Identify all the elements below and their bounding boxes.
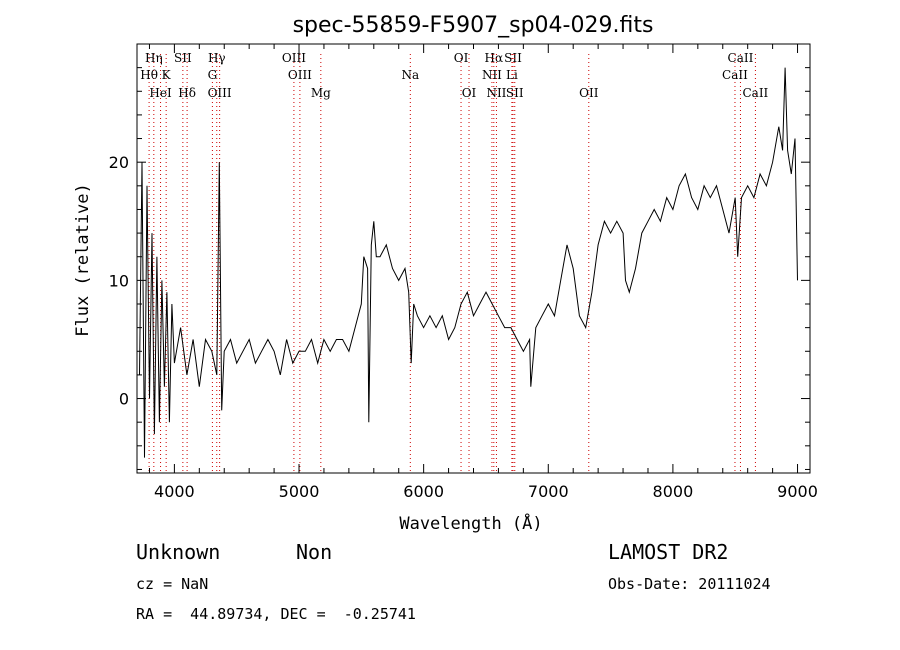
line-marker-label: SII <box>506 86 524 100</box>
line-marker-label: Hγ <box>208 51 226 65</box>
line-marker-label: G <box>208 68 218 82</box>
survey-name: LAMOST DR2 <box>608 540 729 564</box>
line-marker-label: CaII <box>728 51 754 65</box>
line-marker-label: OI <box>462 86 477 100</box>
redshift: cz = NaN <box>136 575 209 593</box>
chart-title: spec-55859-F5907_sp04-029.fits <box>293 13 654 38</box>
line-marker-label: Li <box>506 68 518 82</box>
line-marker-label: CaII <box>722 68 748 82</box>
line-marker-label: NII <box>482 68 502 82</box>
line-marker-label: Mg <box>311 86 331 100</box>
line-marker-label: Hθ <box>140 68 158 82</box>
plot-frame <box>136 43 811 474</box>
x-tick-label: 6000 <box>403 482 444 501</box>
line-marker-label: SII <box>174 51 192 65</box>
line-marker-label: CaII <box>742 86 768 100</box>
x-tick-label: 4000 <box>154 482 195 501</box>
line-marker-label: OIII <box>288 68 312 82</box>
line-marker-label: Na <box>401 68 419 82</box>
x-tick-label: 7000 <box>528 482 569 501</box>
x-tick-label: 5000 <box>279 482 320 501</box>
line-marker-label: HeI <box>149 86 172 100</box>
line-marker-label: NII <box>486 86 506 100</box>
spectrum-line <box>139 67 798 458</box>
x-tick-label: 8000 <box>653 482 694 501</box>
y-tick-label: 20 <box>109 153 129 172</box>
y-axis-label: Flux (relative) <box>73 183 93 337</box>
coordinates: RA = 44.89734, DEC = -0.25741 <box>136 605 416 623</box>
line-marker-label: OIII <box>282 51 306 65</box>
line-marker-label: Hδ <box>178 86 196 100</box>
line-marker-label: OIII <box>208 86 232 100</box>
line-marker-label: SII <box>504 51 522 65</box>
line-marker-label: Hη <box>145 51 163 65</box>
subclass: Non <box>296 540 333 564</box>
y-tick-label: 10 <box>109 271 129 290</box>
line-marker-label: Hα <box>485 51 504 65</box>
line-marker-label: K <box>162 68 172 82</box>
line-marker-label: OI <box>454 51 469 65</box>
x-tick-label: 9000 <box>777 482 818 501</box>
classification: Unknown <box>136 540 221 564</box>
obs-date: Obs-Date: 20111024 <box>608 575 771 593</box>
line-marker-label: OII <box>579 86 599 100</box>
axis-ticks: 4000 5000 6000 7000 8000 9000 0 10 20 <box>109 43 818 501</box>
y-tick-label: 0 <box>119 390 129 409</box>
x-axis-label: Wavelength (Å) <box>399 512 542 534</box>
